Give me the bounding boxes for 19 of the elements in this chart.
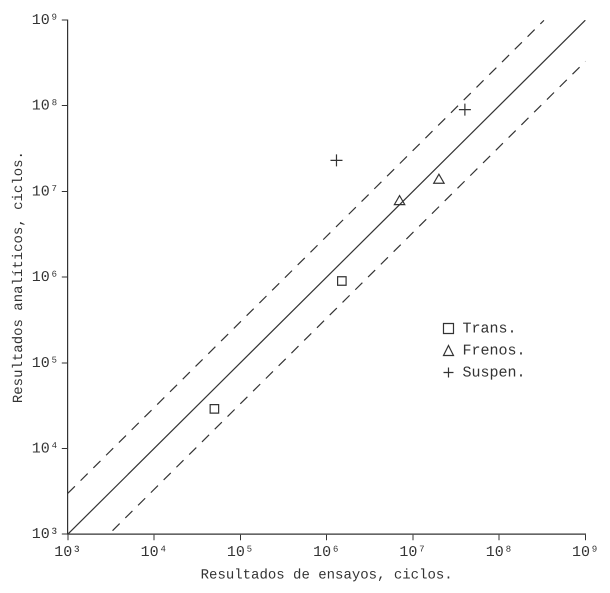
x-tick-label: 10⁹ bbox=[572, 544, 600, 562]
x-tick-label: 10⁵ bbox=[226, 544, 254, 562]
x-tick-label: 10⁸ bbox=[486, 544, 513, 562]
x-tick-label: 10⁷ bbox=[399, 544, 426, 562]
y-tick-label: 10⁹ bbox=[32, 12, 59, 29]
legend-label: Trans. bbox=[462, 320, 517, 338]
x-tick-label: 10⁶ bbox=[313, 544, 340, 562]
legend-label: Frenos. bbox=[462, 342, 526, 360]
y-tick-label: 10⁴ bbox=[32, 440, 59, 458]
y-tick-label: 10⁷ bbox=[32, 183, 59, 200]
y-tick-label: 10⁶ bbox=[32, 269, 59, 286]
y-tick-label: 10⁵ bbox=[32, 354, 59, 372]
legend-label: Suspen. bbox=[462, 364, 526, 382]
y-axis-title: Resultados analíticos, ciclos. bbox=[11, 151, 28, 404]
x-axis-title: Resultados de ensayos, ciclos. bbox=[200, 567, 453, 584]
x-tick-label: 10³ bbox=[54, 544, 82, 562]
y-tick-label: 10³ bbox=[32, 526, 59, 544]
y-tick-label: 10⁸ bbox=[32, 98, 59, 115]
x-tick-label: 10⁴ bbox=[140, 544, 168, 562]
